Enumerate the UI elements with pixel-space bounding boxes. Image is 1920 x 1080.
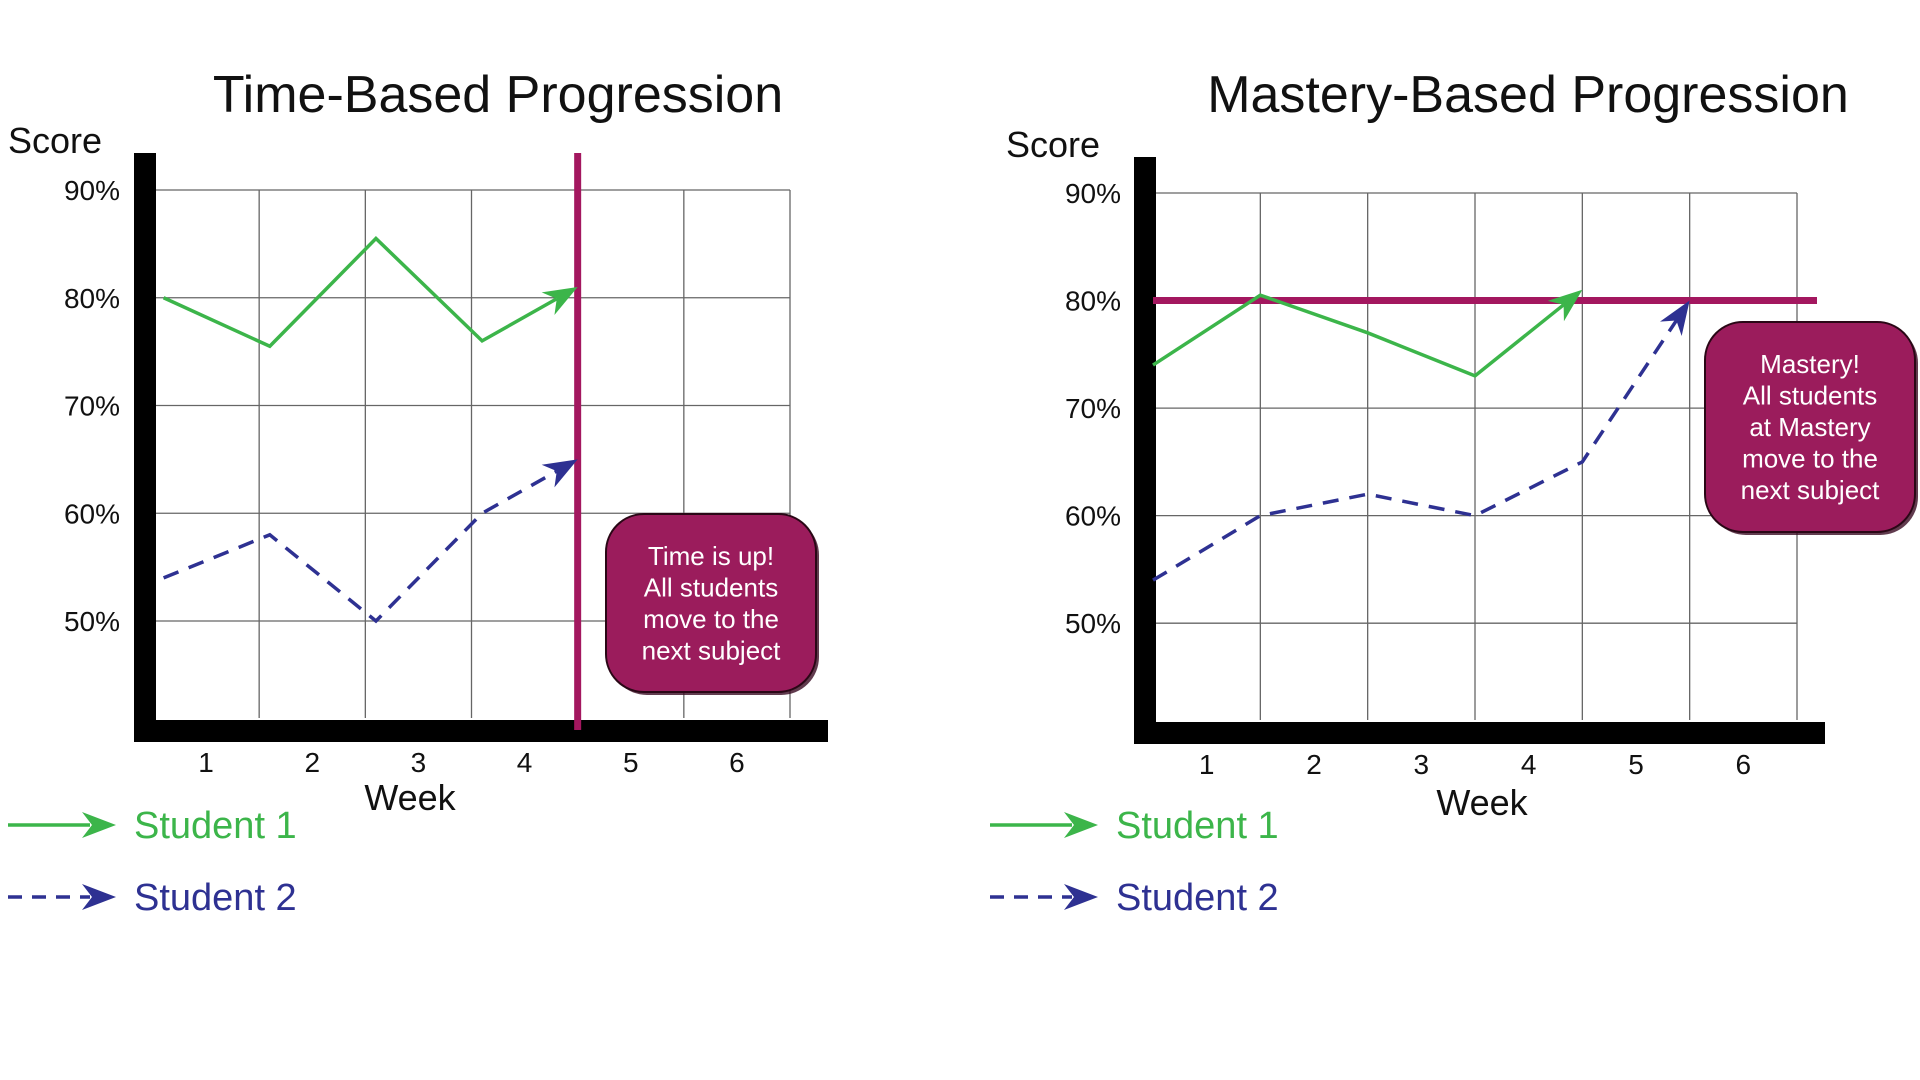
x-axis-label: Week (364, 777, 456, 818)
callout-box (605, 513, 817, 693)
series-line-student-2 (162, 469, 558, 624)
legend-arrow-student-2 (82, 884, 116, 910)
x-tick-label: 5 (1628, 749, 1644, 780)
callout-text: All students (1743, 381, 1877, 411)
x-tick-label: 4 (517, 747, 533, 778)
callout-text: Time is up! (648, 541, 774, 571)
y-tick-label: 70% (64, 391, 120, 422)
y-axis-label: Score (1006, 124, 1100, 165)
callout-text: All students (644, 572, 778, 602)
x-tick-label: 1 (1199, 749, 1215, 780)
series-line-student-1 (162, 236, 558, 349)
x-tick-label: 6 (1736, 749, 1752, 780)
x-axis (134, 720, 828, 742)
y-tick-label: 90% (1065, 178, 1121, 209)
series-arrow-student-2 (1660, 300, 1690, 337)
x-tick-label: 2 (304, 747, 320, 778)
series-line-student-1 (1152, 293, 1565, 378)
chart-title: Mastery-Based Progression (1207, 66, 1849, 124)
y-tick-label: 50% (1065, 608, 1121, 639)
series-line-student-2 (1152, 319, 1678, 582)
legend-label-student-2: Student 2 (1116, 877, 1279, 919)
mastery-based-chart: Mastery-Based Progression Score 90% 80% 70% 6… (990, 66, 1918, 919)
chart-title: Time-Based Progression (213, 66, 783, 124)
time-based-chart: Time-Based Progression Score 90% 80% 70% 60% 5… (8, 66, 828, 919)
legend-label-student-2: Student 2 (134, 877, 297, 919)
legend-label-student-1: Student 1 (1116, 805, 1279, 847)
callout-text: Mastery! (1760, 349, 1860, 379)
x-axis-label: Week (1436, 782, 1528, 823)
callout-text: next subject (1741, 475, 1881, 505)
y-axis (134, 153, 156, 740)
y-tick-label: 90% (64, 175, 120, 206)
y-tick-label: 60% (64, 498, 120, 529)
callout-text: move to the (1742, 444, 1878, 474)
y-axis (1134, 157, 1156, 742)
series-arrow-student-1 (1547, 289, 1583, 322)
callout-text: next subject (642, 635, 782, 665)
series-arrow-student-2 (541, 459, 578, 488)
y-tick-label: 70% (1065, 393, 1121, 424)
y-tick-label: 50% (64, 606, 120, 637)
x-tick-label: 6 (729, 747, 745, 778)
x-tick-label: 3 (411, 747, 427, 778)
x-tick-label: 3 (1414, 749, 1430, 780)
legend-arrow-student-2 (1064, 884, 1098, 910)
legend-arrow-student-1 (82, 812, 116, 838)
y-tick-label: 80% (64, 283, 120, 314)
y-axis-label: Score (8, 120, 102, 161)
legend-label-student-1: Student 1 (134, 805, 297, 847)
y-tick-label: 80% (1065, 286, 1121, 317)
x-tick-label: 1 (198, 747, 214, 778)
x-axis (1134, 722, 1825, 744)
callout-text: at Mastery (1749, 412, 1870, 442)
callout-text: move to the (643, 604, 779, 634)
y-tick-label: 60% (1065, 501, 1121, 532)
legend-arrow-student-1 (1064, 812, 1098, 838)
x-tick-label: 4 (1521, 749, 1537, 780)
callout-box (1704, 321, 1916, 533)
series-arrow-student-1 (541, 286, 578, 316)
x-tick-label: 2 (1306, 749, 1322, 780)
x-tick-label: 5 (623, 747, 639, 778)
